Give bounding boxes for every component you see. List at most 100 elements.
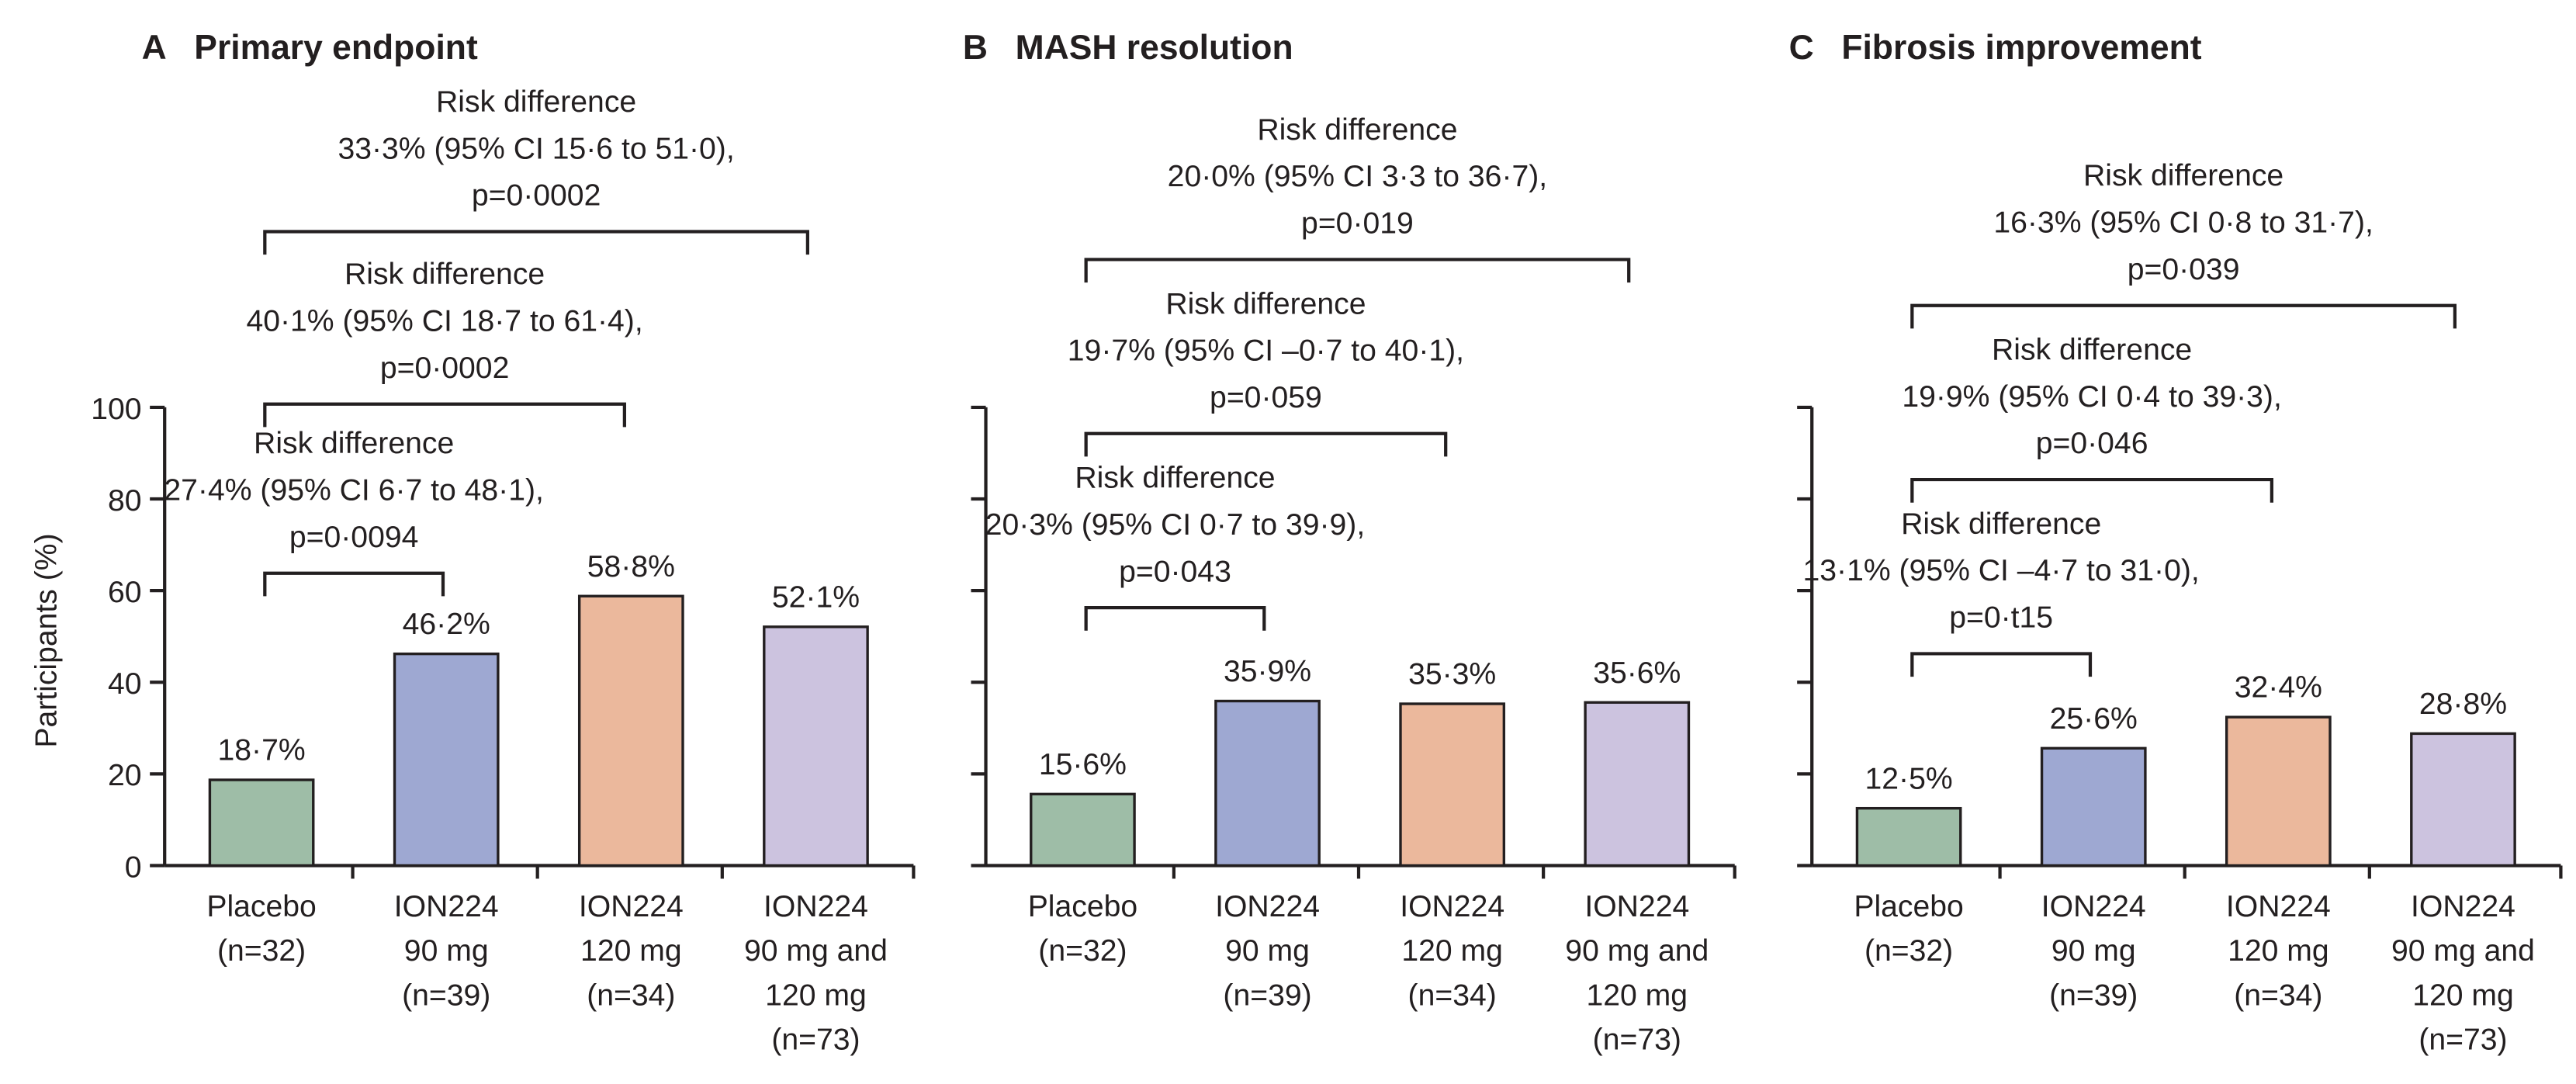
bar — [1584, 701, 1691, 868]
comparison-bracket — [1084, 258, 1631, 283]
bar-value-label: 15·6% — [1039, 748, 1127, 781]
y-tick-label: 20 — [108, 759, 142, 792]
risk-difference-label: Risk difference — [2083, 159, 2283, 192]
risk-difference-label: Risk difference — [1901, 507, 2101, 541]
bar-value-label: 18·7% — [218, 734, 306, 767]
risk-difference-label: p=0·0002 — [380, 352, 510, 385]
comparison-bracket — [263, 402, 626, 428]
category-label: 90 mg — [1225, 934, 1310, 968]
category-label: 120 mg — [1587, 978, 1688, 1012]
risk-difference-label: Risk difference — [1165, 287, 1366, 320]
category-label: (n=34) — [587, 978, 675, 1012]
category-label: ION224 — [2041, 890, 2146, 923]
category-label: 90 mg — [404, 934, 489, 968]
category-label: 90 mg and — [2391, 934, 2535, 968]
category-label: (n=39) — [402, 978, 490, 1012]
bar-value-label: 52·1% — [772, 580, 860, 614]
comparison-bracket — [1910, 477, 2273, 503]
panel-title: Primary endpoint — [194, 29, 478, 67]
category-label: (n=34) — [2234, 978, 2322, 1012]
bar-value-label: 12·5% — [1865, 762, 1953, 795]
category-label: ION224 — [763, 890, 868, 923]
category-label: 120 mg — [765, 978, 867, 1012]
comparison-bracket — [1084, 606, 1266, 631]
risk-difference-label: 40·1% (95% CI 18·7 to 61·4), — [246, 305, 642, 338]
comparison-bracket — [263, 571, 445, 597]
risk-difference-label: Risk difference — [1992, 334, 2192, 367]
risk-difference-label: p=0·043 — [1119, 555, 1231, 588]
category-label: 90 mg and — [744, 934, 888, 968]
bar-value-label: 58·8% — [587, 550, 675, 584]
category-label: ION224 — [394, 890, 499, 923]
risk-difference-label: p=0·t15 — [1949, 601, 2053, 635]
category-label: ION224 — [1584, 890, 1689, 923]
risk-difference-label: Risk difference — [345, 258, 545, 291]
bar — [1855, 806, 1962, 868]
category-label: 120 mg — [1401, 934, 1503, 968]
category-label: (n=73) — [1593, 1023, 1681, 1057]
category-label: (n=32) — [1038, 934, 1127, 968]
category-label: (n=32) — [217, 934, 306, 968]
panel-title: MASH resolution — [1016, 29, 1293, 67]
panel-letter: A — [142, 29, 167, 67]
y-tick-label: 0 — [125, 850, 142, 884]
panel-letter: B — [963, 29, 988, 67]
risk-difference-label: p=0·0094 — [289, 521, 419, 554]
risk-difference-label: Risk difference — [1257, 113, 1457, 147]
category-label: (n=32) — [1864, 934, 1953, 968]
category-label: (n=34) — [1408, 978, 1497, 1012]
risk-difference-label: Risk difference — [436, 85, 636, 119]
category-label: 120 mg — [2228, 934, 2329, 968]
comparison-bracket — [1910, 652, 2093, 677]
category-label: (n=39) — [1223, 978, 1311, 1012]
bar — [1214, 699, 1321, 868]
bar-value-label: 35·6% — [1593, 656, 1681, 690]
bar-value-label: 25·6% — [2050, 702, 2138, 736]
y-tick-label: 100 — [91, 393, 141, 426]
category-label: 90 mg and — [1565, 934, 1709, 968]
comparison-bracket — [263, 230, 809, 255]
category-label: Placebo — [1854, 890, 1963, 923]
category-label: 120 mg — [580, 934, 682, 968]
category-label: 120 mg — [2412, 978, 2514, 1012]
panel-letter: C — [1789, 29, 1814, 67]
risk-difference-label: Risk difference — [1075, 462, 1275, 495]
category-label: (n=73) — [771, 1023, 860, 1057]
bar — [1399, 702, 1506, 868]
y-axis-title: Participants (%) — [30, 533, 64, 747]
bar — [2225, 715, 2332, 868]
bar — [393, 652, 500, 868]
category-label: ION224 — [2411, 890, 2515, 923]
bar — [577, 594, 684, 868]
y-tick-label: 80 — [108, 484, 142, 518]
category-label: (n=39) — [2049, 978, 2138, 1012]
risk-difference-label: p=0·019 — [1301, 207, 1414, 241]
risk-difference-label: 19·9% (95% CI 0·4 to 39·3), — [1902, 380, 2282, 414]
risk-difference-label: p=0·0002 — [472, 179, 601, 213]
panel-C: C Fibrosis improvement 12·5% Placebo (n=32) 2… — [1789, 29, 2563, 1057]
panel-title: Fibrosis improvement — [1841, 29, 2201, 67]
category-label: (n=73) — [2418, 1023, 2507, 1057]
bar — [763, 625, 869, 868]
bar — [2410, 732, 2516, 868]
bar-value-label: 32·4% — [2235, 671, 2322, 705]
comparison-bracket — [1910, 303, 2457, 329]
risk-difference-label: 27·4% (95% CI 6·7 to 48·1), — [164, 474, 544, 507]
risk-difference-label: p=0·039 — [2128, 253, 2240, 286]
comparison-bracket — [1084, 431, 1448, 457]
category-label: ION224 — [579, 890, 684, 923]
risk-difference-label: 20·3% (95% CI 0·7 to 39·9), — [985, 508, 1366, 542]
category-label: 90 mg — [2051, 934, 2136, 968]
y-tick-label: 40 — [108, 667, 142, 701]
risk-difference-label: Risk difference — [254, 427, 454, 460]
category-label: ION224 — [1215, 890, 1320, 923]
bar — [208, 778, 315, 868]
bar-value-label: 28·8% — [2419, 687, 2507, 721]
risk-difference-label: 13·1% (95% CI –4·7 to 31·0), — [1803, 554, 2200, 587]
y-tick-label: 60 — [108, 576, 142, 609]
panel-A: A Primary endpoint 0 20 40 60 80 100 Participant… — [30, 29, 916, 1057]
bar-value-label: 46·2% — [403, 608, 490, 641]
bar-value-label: 35·3% — [1408, 658, 1496, 691]
risk-difference-label: 16·3% (95% CI 0·8 to 31·7), — [1993, 206, 2373, 240]
